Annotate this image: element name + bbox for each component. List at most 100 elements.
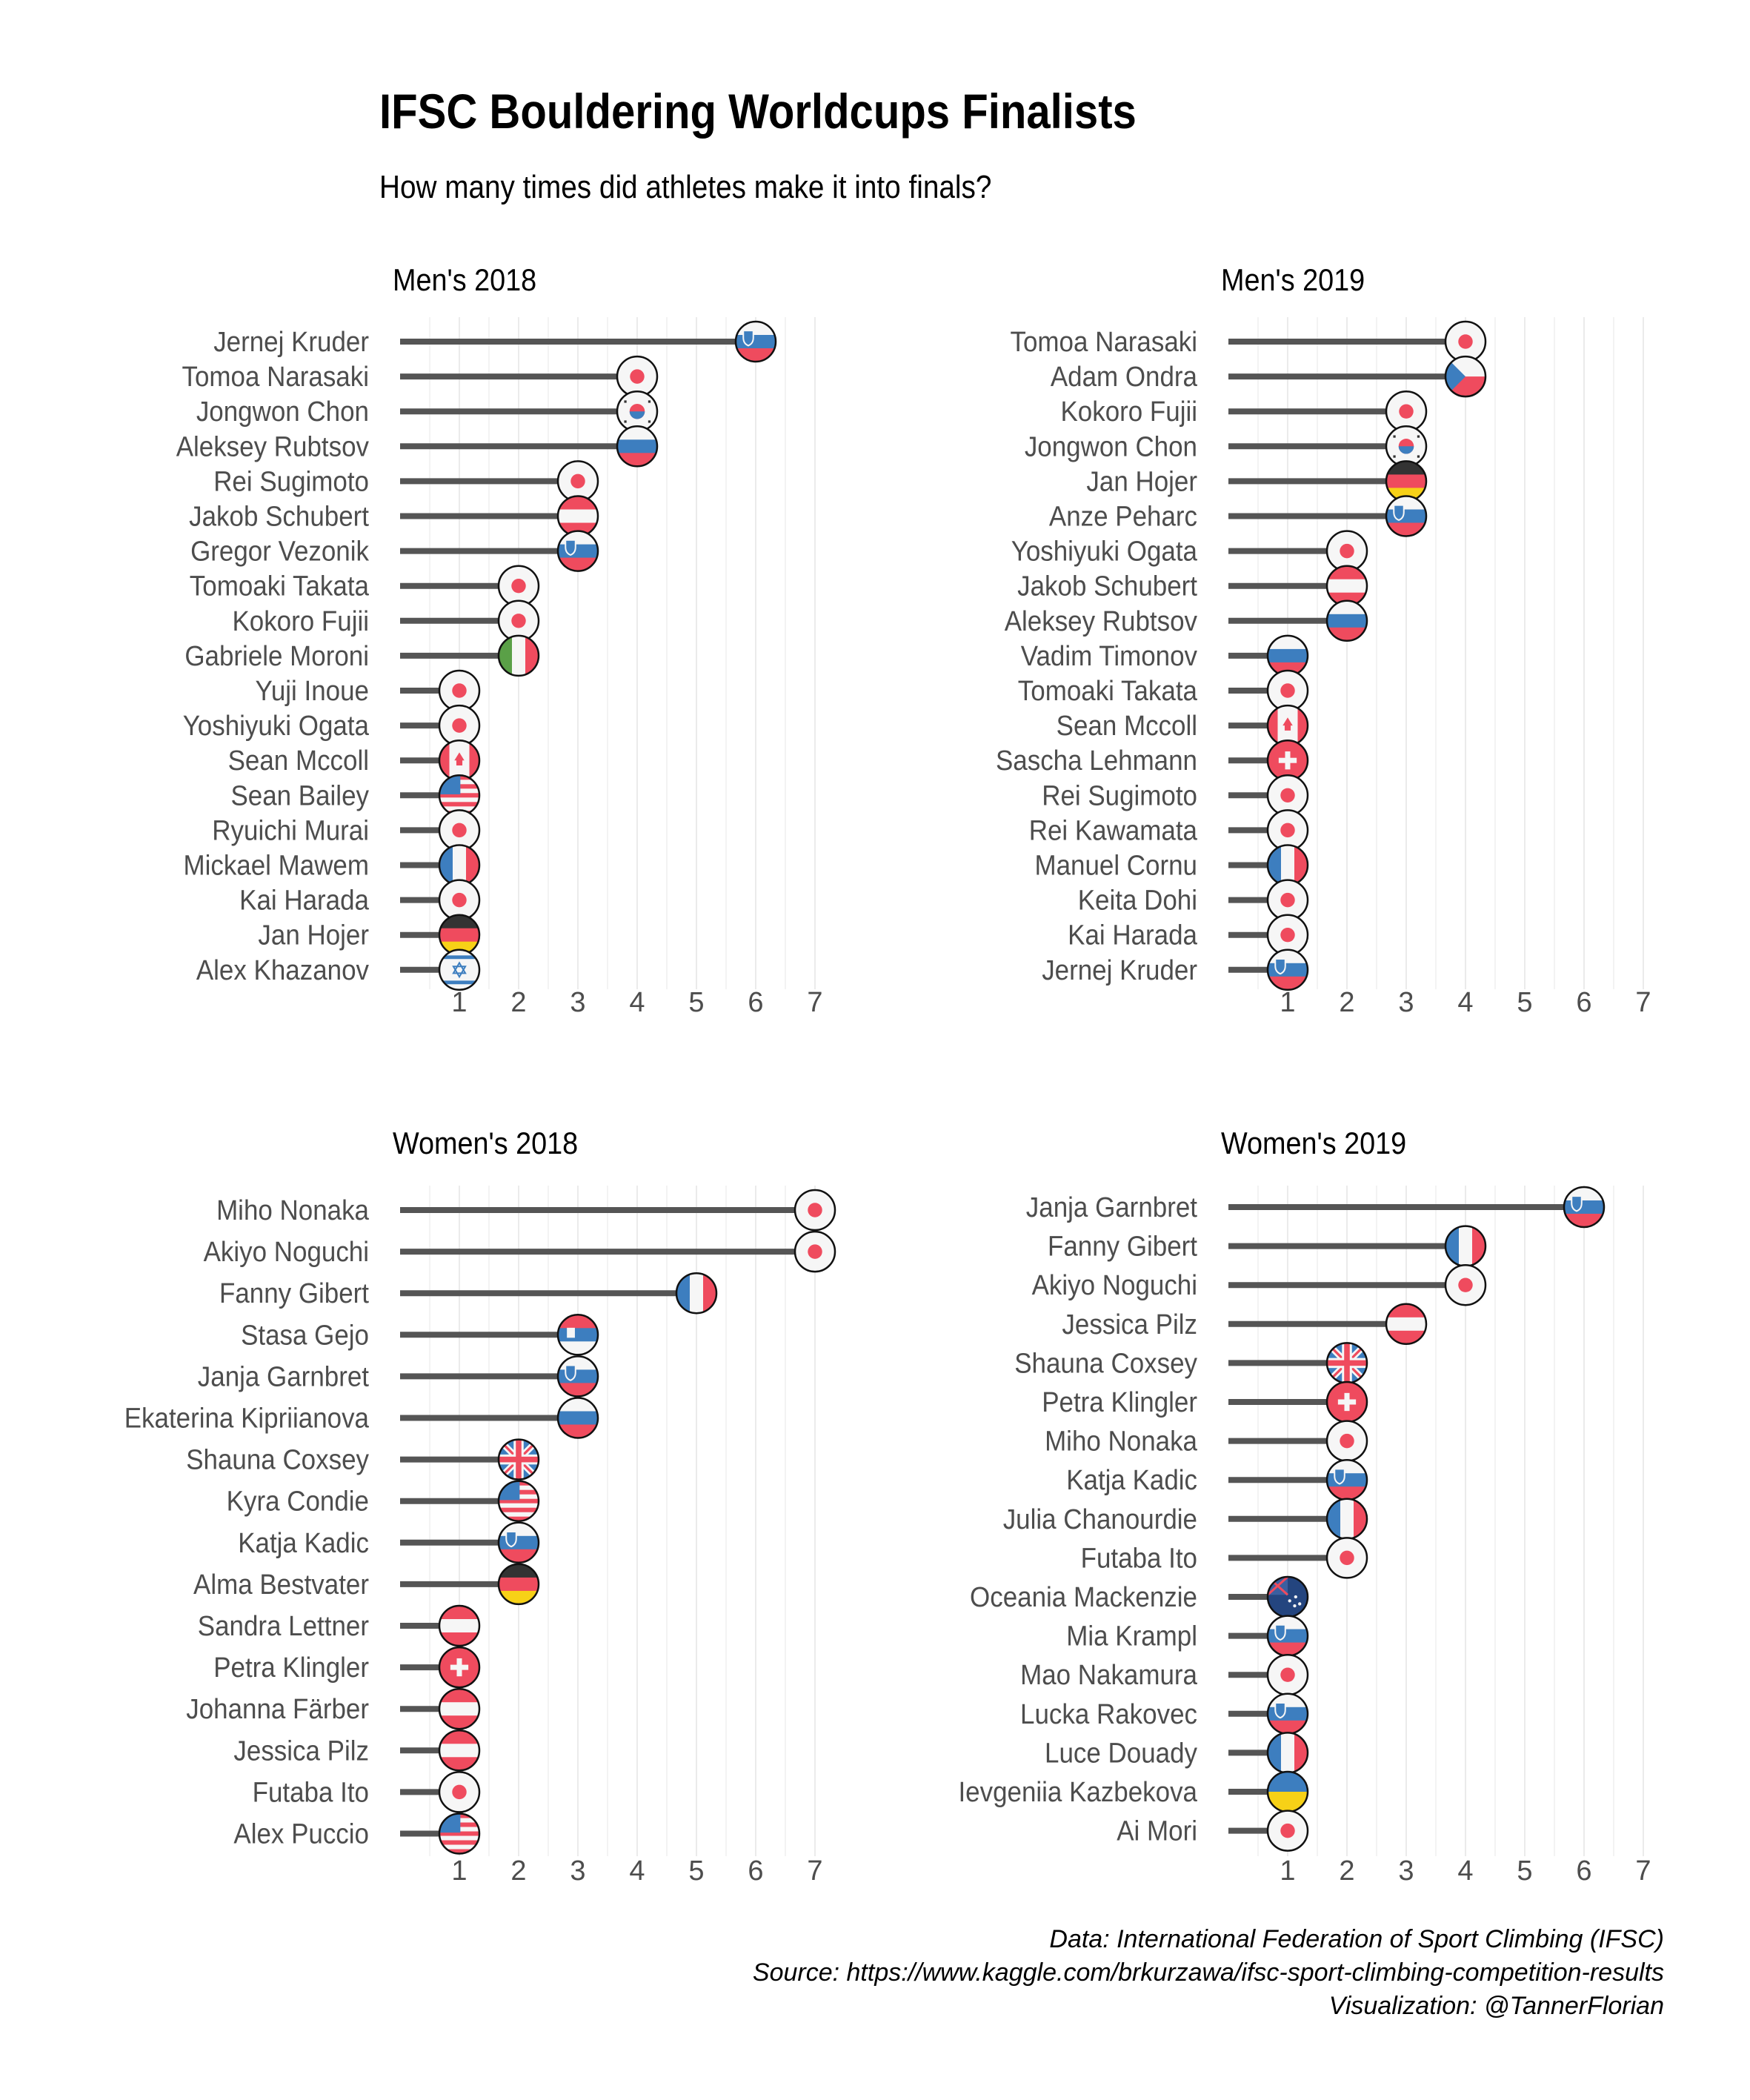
flag-point	[438, 1771, 481, 1813]
flag-point	[1266, 1732, 1309, 1774]
athlete-label: Tomoaki Takata	[1018, 675, 1198, 707]
athlete-label: Jessica Pilz	[1062, 1308, 1197, 1340]
flag-point	[1266, 844, 1309, 886]
athlete-label: Shauna Coxsey	[1014, 1347, 1197, 1379]
athlete-label: Akiyo Noguchi	[204, 1236, 369, 1268]
athlete-label: Gregor Vezonik	[190, 535, 370, 567]
athlete-label: Katja Kadic	[238, 1526, 369, 1558]
athlete-label: Aleksey Rubtsov	[176, 431, 370, 462]
flag-point	[1385, 495, 1428, 537]
x-tick-label: 1	[1280, 1855, 1295, 1887]
flag-point	[438, 844, 481, 886]
athlete-label: Futaba Ito	[1081, 1542, 1197, 1574]
athlete-label: Mia Krampl	[1066, 1620, 1197, 1652]
athlete-label: Kokoro Fujii	[1060, 396, 1197, 428]
x-tick-label: 1	[1280, 987, 1295, 1018]
athlete-label: Sean Mccoll	[228, 745, 369, 777]
x-tick-label: 6	[748, 1855, 763, 1887]
athlete-label: Jan Hojer	[258, 919, 369, 951]
athlete-label: Jessica Pilz	[233, 1735, 369, 1767]
athlete-label: Sean Mccoll	[1057, 710, 1197, 742]
athlete-label: Luce Douady	[1045, 1737, 1198, 1769]
flag-point	[1325, 1342, 1368, 1384]
athlete-label: Kai Harada	[1068, 919, 1198, 951]
flag-point	[794, 1189, 836, 1232]
athlete-label: Janja Garnbret	[198, 1360, 369, 1392]
x-tick-label: 1	[451, 987, 467, 1018]
athlete-label: Jakob Schubert	[1017, 570, 1197, 602]
athlete-label: Jernej Kruder	[1042, 954, 1197, 986]
flag-point	[1444, 1225, 1487, 1267]
caption-credit-line: Visualization: @TannerFlorian	[1328, 1992, 1664, 2020]
flag-point	[438, 1812, 481, 1855]
athlete-label: Lucka Rakovec	[1020, 1698, 1197, 1729]
athlete-label: Ai Mori	[1117, 1815, 1197, 1847]
flag-point	[497, 1521, 540, 1564]
panel-title: Women's 2019	[1221, 1126, 1406, 1160]
flag-point	[438, 1687, 481, 1730]
athlete-label: Jan Hojer	[1086, 465, 1197, 497]
athlete-label: Mickael Mawem	[183, 849, 369, 881]
athlete-label: Sandra Lettner	[198, 1610, 369, 1642]
flag-point	[497, 1438, 540, 1481]
athlete-label: Yoshiyuki Ogata	[1011, 535, 1198, 567]
x-tick-label: 6	[1576, 987, 1591, 1018]
athlete-label: Fanny Gibert	[1048, 1230, 1197, 1262]
athlete-label: Ekaterina Kipriianova	[124, 1402, 370, 1434]
x-tick-label: 6	[1576, 1855, 1591, 1887]
athlete-label: Jongwon Chon	[1025, 431, 1197, 462]
athlete-label: Miho Nonaka	[216, 1194, 370, 1226]
athlete-label: Kokoro Fujii	[232, 605, 369, 637]
flag-point	[1444, 355, 1487, 398]
flag-point	[1444, 1263, 1487, 1306]
flag-point	[1385, 425, 1428, 468]
x-tick-label: 3	[570, 987, 585, 1018]
flag-point	[1266, 879, 1309, 921]
athlete-label: Gabriele Moroni	[184, 640, 369, 672]
x-tick-label: 7	[1635, 1855, 1651, 1887]
athlete-label: Akiyo Noguchi	[1032, 1269, 1197, 1301]
athlete-label: Adam Ondra	[1051, 361, 1198, 393]
flag-point	[616, 390, 659, 433]
flag-point	[1266, 1770, 1309, 1813]
flag-point	[1266, 774, 1309, 817]
flag-point	[556, 1355, 599, 1398]
athlete-label: Yuji Inoue	[255, 675, 369, 707]
flag-point	[616, 355, 659, 398]
athlete-label: Kyra Condie	[227, 1485, 369, 1517]
flag-point	[1266, 1575, 1309, 1618]
athlete-label: Jongwon Chon	[196, 396, 369, 428]
caption-data-line: Data: International Federation of Sport …	[1049, 1925, 1664, 1953]
flag-point	[556, 530, 599, 572]
x-tick-label: 4	[629, 1855, 645, 1887]
flag-point	[438, 809, 481, 851]
flag-point	[1325, 1420, 1368, 1462]
page-subtitle: How many times did athletes make it into…	[379, 169, 992, 205]
flag-point	[1266, 1810, 1309, 1852]
athlete-label: Oceania Mackenzie	[970, 1581, 1197, 1613]
flag-point	[497, 565, 540, 607]
athlete-label: Petra Klingler	[1042, 1386, 1197, 1418]
athlete-label: Janja Garnbret	[1026, 1192, 1197, 1223]
x-tick-label: 3	[1398, 987, 1414, 1018]
flag-point	[1266, 704, 1309, 747]
athlete-label: Kai Harada	[239, 884, 370, 916]
flag-point	[1266, 948, 1309, 991]
athlete-label: Rei Sugimoto	[1042, 780, 1197, 811]
x-tick-label: 2	[1339, 1855, 1354, 1887]
flag-point	[1325, 1537, 1368, 1579]
chart-panel-4: Women's 2019 1 2 3 4 5 6 7 Janja Garnbret Fanny G…	[958, 1126, 1651, 1887]
chart-panel-3: Women's 2018 1 2 3 4 5 6 7 Miho Nonaka Akiyo Nogu…	[124, 1126, 836, 1887]
flag-point	[1325, 1458, 1368, 1501]
panel-title: Men's 2018	[393, 263, 536, 297]
athlete-label: Katja Kadic	[1066, 1464, 1197, 1496]
flag-point	[1266, 1692, 1309, 1735]
athlete-label: Miho Nonaka	[1045, 1425, 1198, 1457]
athlete-label: Aleksey Rubtsov	[1005, 605, 1198, 637]
flag-point	[497, 634, 540, 677]
flag-point	[1385, 1303, 1428, 1346]
x-tick-label: 5	[688, 987, 704, 1018]
